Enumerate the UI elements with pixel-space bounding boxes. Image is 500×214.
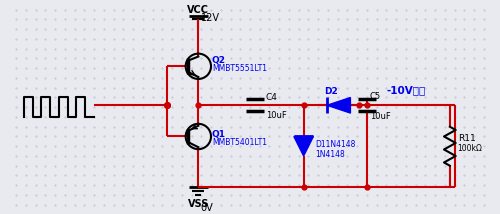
Text: 100kΩ: 100kΩ — [458, 144, 482, 153]
Text: R11: R11 — [458, 134, 475, 143]
Text: D11N4148: D11N4148 — [316, 140, 356, 149]
Text: 0V: 0V — [200, 203, 213, 213]
Text: VSS: VSS — [188, 199, 209, 209]
Text: Q2: Q2 — [212, 56, 226, 65]
Text: C5: C5 — [370, 92, 381, 101]
Polygon shape — [327, 98, 350, 113]
Text: 1N4148: 1N4148 — [316, 150, 345, 159]
Text: 10uF: 10uF — [370, 111, 390, 120]
Text: C4: C4 — [266, 93, 278, 102]
Text: MMBT5401LT1: MMBT5401LT1 — [212, 138, 267, 147]
Text: D2: D2 — [324, 87, 338, 96]
Text: -10V左右: -10V左右 — [386, 86, 426, 96]
Text: Q1: Q1 — [212, 130, 226, 139]
Text: VCC: VCC — [188, 5, 210, 15]
Text: MMBT5551LT1: MMBT5551LT1 — [212, 64, 267, 73]
Text: 12V: 12V — [202, 13, 220, 23]
Polygon shape — [294, 137, 314, 156]
Text: 10uF: 10uF — [266, 111, 286, 120]
